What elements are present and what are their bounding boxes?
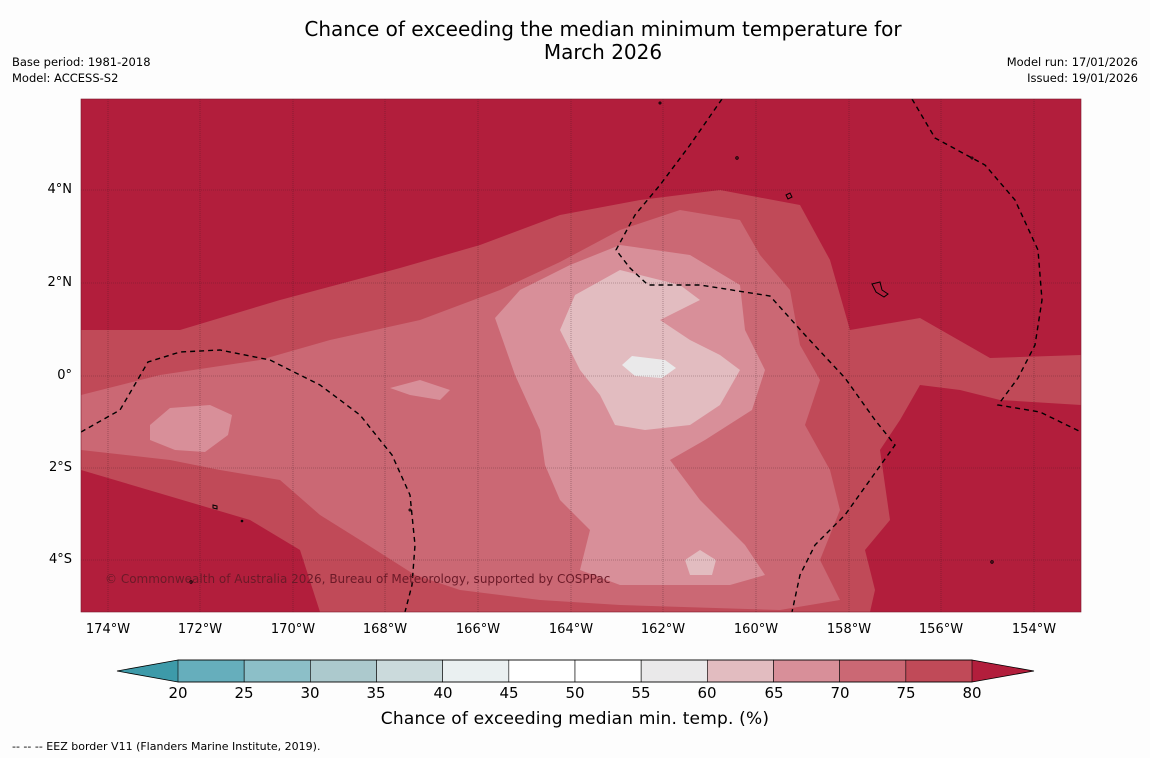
- colorbar-tick: 55: [631, 684, 651, 702]
- colorbar-cell: [707, 659, 774, 683]
- lon-tick: 156°W: [918, 622, 964, 637]
- island-8: [240, 519, 244, 523]
- island-1: [785, 192, 793, 200]
- colorbar: [116, 659, 1035, 683]
- meta-right: Model run: 17/01/2026 Issued: 19/01/2026: [1007, 54, 1138, 86]
- eez-legend-note: -- -- -- EEZ border V11 (Flanders Marine…: [12, 740, 321, 753]
- lon-tick: 170°W: [270, 622, 316, 637]
- colorbar-cell: [839, 659, 907, 683]
- map-title-line2: March 2026: [543, 40, 663, 64]
- colorbar-tick: 20: [168, 684, 188, 702]
- base-period: Base period: 1981-2018: [12, 55, 151, 69]
- lat-tick: 0°: [57, 368, 72, 383]
- island-2: [871, 281, 889, 298]
- contour-55-60: [560, 270, 740, 575]
- model-run: Model run: 17/01/2026: [1006, 55, 1138, 69]
- lon-tick: 160°W: [733, 622, 779, 637]
- colorbar-cell: [905, 659, 973, 683]
- colorbar-cell: [243, 659, 311, 683]
- island-5: [658, 101, 662, 105]
- lon-tick: 172°W: [177, 622, 223, 637]
- map-title: Chance of exceeding the median minimum t…: [0, 18, 1150, 64]
- colorbar-tick: 65: [764, 684, 784, 702]
- colorbar-cell: [508, 659, 576, 683]
- meta-left: Base period: 1981-2018 Model: ACCESS-S2: [12, 54, 151, 86]
- colorbar-cell: [442, 659, 510, 683]
- colorbar-cell: [310, 659, 377, 683]
- colorbar-tick: 70: [830, 684, 850, 702]
- colorbar-cell: [376, 659, 443, 683]
- map-title-line1: Chance of exceeding the median minimum t…: [304, 17, 902, 41]
- island-7: [189, 580, 193, 584]
- island-3: [212, 504, 218, 510]
- colorbar-tick: 45: [499, 684, 519, 702]
- lon-tick: 162°W: [640, 622, 686, 637]
- colorbar-title: Chance of exceeding median min. temp. (%…: [380, 709, 770, 729]
- colorbar-outline: [116, 659, 1035, 683]
- colorbar-tick: 50: [565, 684, 585, 702]
- island-10: [990, 560, 994, 564]
- colorbar-extend-low: [117, 660, 178, 682]
- copyright-notice: © Commonwealth of Australia 2026, Bureau…: [105, 572, 611, 586]
- lon-tick: 154°W: [1011, 622, 1057, 637]
- colorbar-tick: 25: [234, 684, 254, 702]
- island-4: [735, 156, 739, 160]
- island-6: [970, 156, 974, 160]
- colorbar-tick: 75: [896, 684, 916, 702]
- lat-tick: 2°S: [48, 460, 72, 475]
- lon-tick: 174°W: [85, 622, 131, 637]
- islands: [189, 101, 994, 584]
- lon-tick: 158°W: [826, 622, 872, 637]
- lon-tick: 166°W: [455, 622, 501, 637]
- colorbar-cell: [773, 659, 840, 683]
- colorbar-tick: 40: [433, 684, 453, 702]
- lat-tick: 4°N: [47, 182, 73, 197]
- graticule: [81, 99, 1081, 612]
- contour-50-55: [622, 356, 676, 378]
- colorbar-tick: 80: [962, 684, 982, 702]
- colorbar-cell: [574, 659, 642, 683]
- map-frame: [80, 98, 1082, 613]
- map-plot-area: [81, 99, 1081, 612]
- colorbar-cell: [640, 659, 708, 683]
- lon-tick: 168°W: [362, 622, 408, 637]
- colorbar-tick: 35: [366, 684, 386, 702]
- colorbar-tick: 60: [697, 684, 717, 702]
- issued-date: Issued: 19/01/2026: [1027, 71, 1138, 85]
- lon-tick: 164°W: [548, 622, 594, 637]
- island-9: [408, 508, 412, 512]
- eez-borders: [81, 99, 1081, 612]
- model-name: Model: ACCESS-S2: [12, 71, 119, 85]
- lat-tick: 2°N: [47, 275, 73, 290]
- colorbar-cell: [177, 659, 245, 683]
- colorbar-extend-high: [972, 660, 1034, 682]
- colorbar-tick: 30: [300, 684, 320, 702]
- lat-tick: 4°S: [48, 552, 72, 567]
